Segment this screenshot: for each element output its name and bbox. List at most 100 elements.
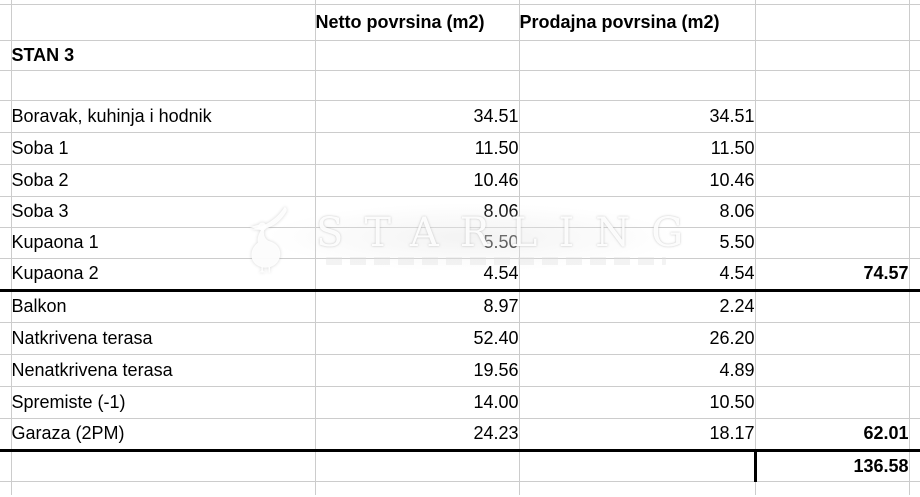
cell-label: Nenatkrivena terasa <box>11 354 316 387</box>
empty-cell <box>11 481 316 495</box>
empty-cell <box>909 227 920 259</box>
empty-cell <box>11 4 316 41</box>
empty-cell <box>909 132 920 165</box>
empty-cell <box>11 450 316 482</box>
cell-label: Kupaona 2 <box>11 258 316 292</box>
table-row: Natkrivena terasa 52.40 26.20 <box>0 322 920 355</box>
section-title-row: STAN 3 <box>0 40 920 71</box>
cell-subtotal: 74.57 <box>755 258 910 292</box>
cell-label: Kupaona 1 <box>11 227 316 259</box>
grand-total-cell: 136.58 <box>753 448 910 482</box>
empty-cell <box>315 40 520 71</box>
cell-subtotal: 62.01 <box>755 418 910 452</box>
empty-cell <box>909 322 920 355</box>
empty-cell <box>0 290 12 323</box>
cell-subtotal <box>755 290 910 323</box>
cell-subtotal <box>755 100 910 133</box>
empty-cell <box>909 4 920 41</box>
grand-total-row: 136.58 <box>0 448 920 482</box>
cell-subtotal <box>755 354 910 387</box>
empty-cell <box>519 0 756 5</box>
cell-subtotal <box>755 132 910 165</box>
cell-prodajna: 34.51 <box>519 100 756 133</box>
cell-prodajna: 11.50 <box>519 132 756 165</box>
empty-cell <box>0 481 12 495</box>
cell-netto: 8.06 <box>315 196 520 228</box>
cell-prodajna: 26.20 <box>519 322 756 355</box>
cell-prodajna: 5.50 <box>519 227 756 259</box>
cell-netto: 10.46 <box>315 164 520 197</box>
empty-cell <box>11 70 316 101</box>
table-row: Soba 1 11.50 11.50 <box>0 132 920 165</box>
empty-cell <box>519 70 756 101</box>
empty-cell <box>755 0 910 5</box>
empty-cell <box>0 418 12 452</box>
empty-cell <box>909 70 920 101</box>
empty-cell <box>0 227 12 259</box>
empty-cell <box>755 481 910 495</box>
cell-netto: 14.00 <box>315 386 520 419</box>
cell-netto: 24.23 <box>315 418 520 452</box>
empty-cell <box>315 481 520 495</box>
table-row: Boravak, kuhinja i hodnik 34.51 34.51 <box>0 100 920 133</box>
cell-prodajna: 8.06 <box>519 196 756 228</box>
cell-prodajna: 4.54 <box>519 258 756 292</box>
empty-cell <box>0 450 12 482</box>
table-row: Nenatkrivena terasa 19.56 4.89 <box>0 354 920 387</box>
cell-prodajna: 10.50 <box>519 386 756 419</box>
cell-netto: 4.54 <box>315 258 520 292</box>
empty-cell <box>0 354 12 387</box>
cell-label: Natkrivena terasa <box>11 322 316 355</box>
table-row <box>0 0 920 5</box>
empty-cell <box>909 196 920 228</box>
table-row: Spremiste (-1) 14.00 10.50 <box>0 386 920 419</box>
header-row: Netto povrsina (m2) Prodajna povrsina (m… <box>0 4 920 41</box>
empty-cell <box>0 196 12 228</box>
empty-cell <box>315 70 520 101</box>
empty-cell <box>909 450 920 482</box>
empty-cell <box>0 0 12 5</box>
empty-cell <box>909 40 920 71</box>
cell-prodajna: 4.89 <box>519 354 756 387</box>
empty-cell <box>519 450 756 482</box>
cell-subtotal <box>755 386 910 419</box>
empty-cell <box>0 70 12 101</box>
column-header-prodajna: Prodajna povrsina (m2) <box>519 4 756 41</box>
empty-cell <box>0 40 12 71</box>
empty-cell <box>909 386 920 419</box>
empty-cell <box>909 481 920 495</box>
empty-cell <box>755 4 910 41</box>
empty-cell <box>0 132 12 165</box>
cell-netto: 19.56 <box>315 354 520 387</box>
empty-cell <box>0 4 12 41</box>
empty-cell <box>755 40 910 71</box>
empty-cell <box>11 0 316 5</box>
empty-cell <box>0 258 12 292</box>
cell-netto: 34.51 <box>315 100 520 133</box>
cell-label: Soba 2 <box>11 164 316 197</box>
empty-cell <box>0 322 12 355</box>
empty-cell <box>909 100 920 133</box>
empty-cell <box>519 481 756 495</box>
cell-subtotal <box>755 227 910 259</box>
empty-cell <box>0 386 12 419</box>
empty-cell <box>909 164 920 197</box>
cell-netto: 52.40 <box>315 322 520 355</box>
empty-cell <box>909 418 920 452</box>
table-row: Soba 3 8.06 8.06 <box>0 196 920 228</box>
empty-cell <box>519 40 756 71</box>
section-title: STAN 3 <box>11 40 316 71</box>
empty-cell <box>0 100 12 133</box>
cell-subtotal <box>755 164 910 197</box>
table-row: Kupaona 2 4.54 4.54 74.57 <box>0 258 920 292</box>
table-row: Balkon 8.97 2.24 <box>0 290 920 323</box>
cell-label: Garaza (2PM) <box>11 418 316 452</box>
column-header-netto: Netto povrsina (m2) <box>315 4 520 41</box>
cell-netto: 5.50 <box>315 227 520 259</box>
cell-label: Spremiste (-1) <box>11 386 316 419</box>
cell-prodajna: 10.46 <box>519 164 756 197</box>
empty-cell <box>755 70 910 101</box>
table-row: Soba 2 10.46 10.46 <box>0 164 920 197</box>
cell-label: Balkon <box>11 290 316 323</box>
